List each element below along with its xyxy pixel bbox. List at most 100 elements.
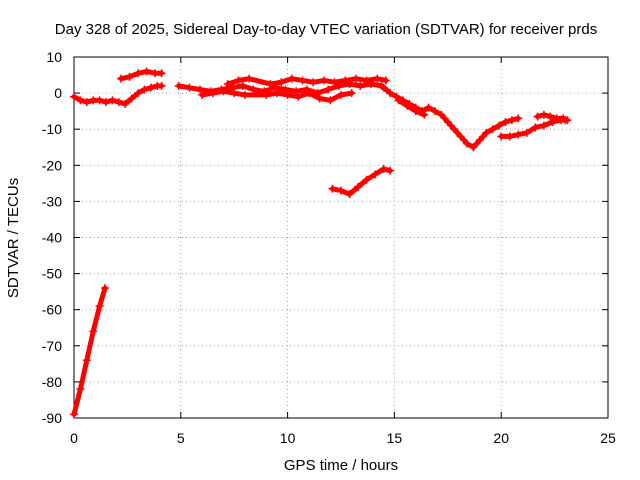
y-tick-labels: 10 0 -10 -20 -30 -40 -50 -60 -70 -80 -90 [42,49,62,426]
data-point [330,78,339,87]
x-tick-label: 5 [177,430,185,446]
x-tick-label: 0 [70,430,78,446]
series-afternoon-branch [394,96,429,119]
data-point [127,94,136,103]
data-point [437,110,446,119]
data-point [266,80,275,89]
y-tick-label: -40 [42,230,62,246]
data-point [386,89,395,98]
data-point [238,81,247,90]
data-point [531,123,540,132]
series-early-baseline [70,81,166,108]
series-line [396,97,427,118]
y-tick-label: -30 [42,193,62,209]
series-early-upper [116,67,166,83]
data-point [219,87,228,96]
y-tick-label: -60 [42,302,62,318]
data-point [100,284,109,293]
data-point [125,72,134,81]
data-point [240,90,249,99]
data-point [114,98,123,107]
data-point [495,121,504,130]
data-point [304,89,313,98]
y-axis-label: SDTVAR / TECUs [5,178,22,298]
data-point [134,69,143,78]
series-midday-upper [223,74,390,89]
data-point [146,83,155,92]
grid [74,57,608,418]
data-point [354,182,363,191]
data-point [497,132,506,141]
y-tick-label: -90 [42,410,62,426]
x-axis-label: GPS time / hours [284,457,398,474]
data-point [70,410,78,419]
data-point [326,96,335,105]
data-point [208,89,217,98]
chart-title: Day 328 of 2025, Sidereal Day-to-day VTE… [55,21,597,38]
series-evening-upper [533,110,572,125]
data-point [362,175,371,184]
data-point [443,117,452,126]
x-tick-label: 10 [280,430,296,446]
data-point [379,83,388,92]
data-point [76,96,85,105]
data-point [116,74,125,83]
y-tick-label: 0 [54,85,62,101]
data-point [463,139,472,148]
data-point [309,78,318,87]
data-point [420,110,429,119]
data-point [324,85,333,94]
data-point [249,85,258,94]
data-point [456,132,465,141]
data-point [533,112,542,121]
data-point [230,89,239,98]
series-midday-lower [198,87,356,105]
data-point [185,83,194,92]
data-point [386,166,395,175]
data-point [70,92,78,101]
axis-ticks [73,56,609,419]
data-point [411,107,420,116]
series-descent [70,284,109,419]
data-point [142,67,151,76]
y-tick-label: -50 [42,266,62,282]
data-point [198,90,207,99]
data-point [287,74,296,83]
data-point [482,128,491,137]
data-point [157,81,166,90]
data-point [315,94,324,103]
data-point [488,125,497,134]
data-point [381,76,390,85]
series-line [71,285,108,417]
data-point [121,99,130,108]
data-point [514,114,523,123]
data-point [272,89,281,98]
data-point [102,98,111,107]
data-point [563,116,572,125]
x-tick-labels: 0 5 10 15 20 25 [70,430,616,446]
y-tick-label: 10 [46,49,62,65]
data-point [475,136,484,145]
data-point [345,190,354,199]
data-point [328,184,337,193]
y-tick-label: -70 [42,338,62,354]
data-point [522,128,531,137]
data-point [89,327,98,336]
data-point [223,80,232,89]
data-point [501,117,510,126]
data-point [505,132,514,141]
y-tick-label: -10 [42,121,62,137]
data-point [379,164,388,173]
data-point [341,76,350,85]
data-point [140,85,149,94]
data-point [196,85,205,94]
data-point [108,96,117,105]
data-point [351,74,360,83]
data-point [95,96,104,105]
data-point [403,101,412,110]
x-tick-label: 20 [493,430,509,446]
data-point [234,76,243,85]
data-point [337,90,345,99]
data-point [82,98,91,107]
data-point [424,103,433,112]
